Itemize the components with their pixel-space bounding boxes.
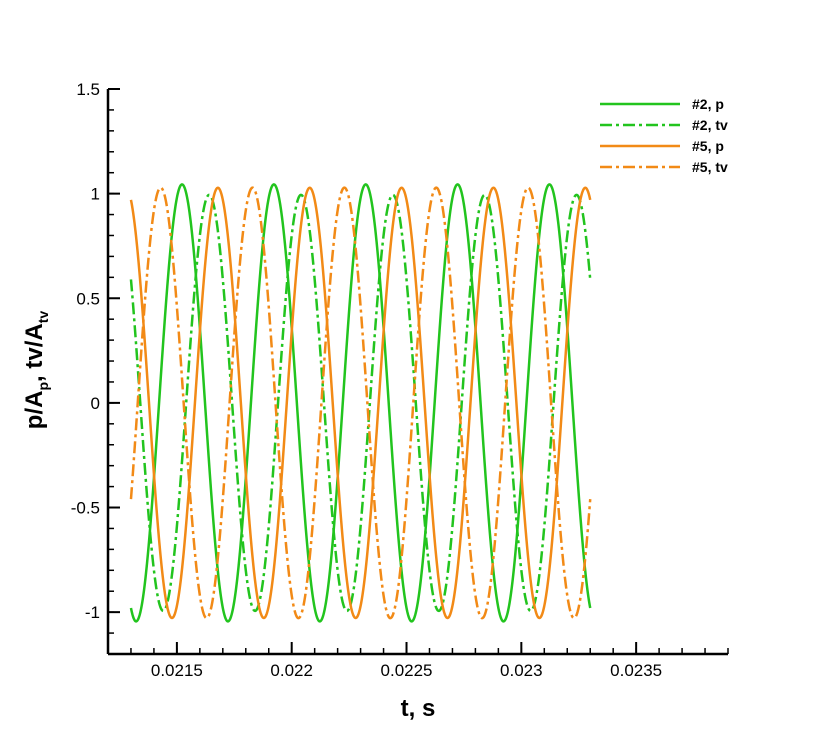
x-tick-label: 0.023 [500, 661, 543, 680]
y-title-part-2: , tv/A [21, 323, 48, 382]
axes: 0.0215 0.022 0.0225 0.023 0.0235 1.5 1 0.5 0 -0.… [71, 80, 729, 680]
y-tick-label: 1.5 [76, 80, 100, 99]
series-line-2 [129, 193, 592, 613]
y-axis-title: p/Ap, tv/Atv [21, 311, 51, 430]
series-line-4 [129, 186, 592, 620]
x-tick-label: 0.0225 [381, 661, 433, 680]
y-tick-label: 0.5 [76, 289, 100, 308]
plot-curves [129, 183, 592, 623]
legend-label-3: #5, p [692, 138, 724, 154]
series-line-3 [129, 186, 592, 620]
y-tick-label: -1 [85, 603, 100, 622]
legend-label-1: #2, p [692, 96, 724, 112]
y-tick-label: 0 [91, 394, 100, 413]
legend-label-2: #2, tv [692, 117, 728, 133]
legend: #2, p #2, tv #5, p #5, tv [600, 96, 728, 175]
x-axis-title: t, s [401, 695, 436, 722]
y-tick-label: -0.5 [71, 499, 100, 518]
x-axis-ticks: 0.0215 0.022 0.0225 0.023 0.0235 [107, 642, 729, 680]
x-tick-label: 0.022 [270, 661, 313, 680]
y-title-sub-1: p [35, 382, 51, 391]
y-title-part-1: p/A [21, 391, 48, 430]
y-title-sub-2: tv [35, 311, 51, 324]
x-tick-label: 0.0235 [610, 661, 662, 680]
x-tick-label: 0.0215 [151, 661, 203, 680]
series-line-1 [129, 183, 592, 623]
y-axis-ticks: 1.5 1 0.5 0 -0.5 -1 [71, 80, 120, 655]
y-tick-label: 1 [91, 185, 100, 204]
legend-label-4: #5, tv [692, 159, 728, 175]
